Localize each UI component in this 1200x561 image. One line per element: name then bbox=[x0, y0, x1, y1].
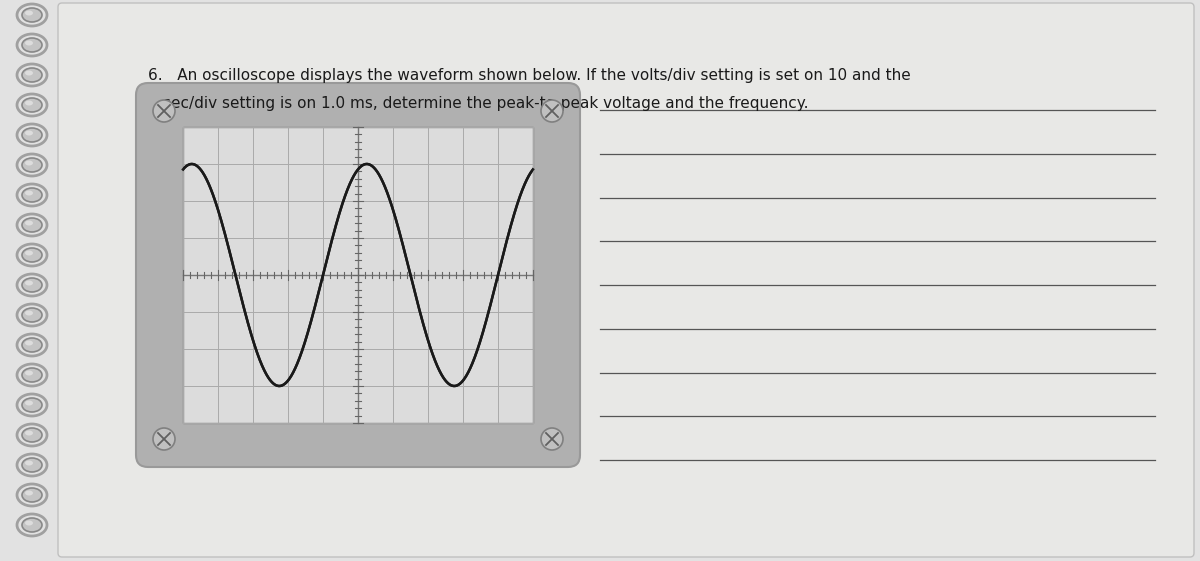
Ellipse shape bbox=[25, 160, 34, 165]
Ellipse shape bbox=[25, 310, 34, 315]
Ellipse shape bbox=[22, 248, 42, 262]
Ellipse shape bbox=[25, 341, 34, 346]
Circle shape bbox=[154, 100, 175, 122]
Ellipse shape bbox=[25, 370, 34, 375]
Circle shape bbox=[541, 100, 563, 122]
Circle shape bbox=[154, 428, 175, 450]
Ellipse shape bbox=[22, 158, 42, 172]
FancyBboxPatch shape bbox=[182, 127, 533, 423]
FancyBboxPatch shape bbox=[58, 3, 1194, 557]
Text: 6.   An oscilloscope displays the waveform shown below. If the volts/div setting: 6. An oscilloscope displays the waveform… bbox=[148, 68, 911, 83]
Ellipse shape bbox=[25, 280, 34, 286]
Ellipse shape bbox=[22, 128, 42, 142]
Ellipse shape bbox=[22, 518, 42, 532]
Ellipse shape bbox=[22, 68, 42, 82]
Ellipse shape bbox=[22, 458, 42, 472]
Ellipse shape bbox=[25, 521, 34, 526]
Ellipse shape bbox=[22, 188, 42, 202]
Ellipse shape bbox=[22, 428, 42, 442]
Text: sec/div setting is on 1.0 ms, determine the peak-to-peak voltage and the frequen: sec/div setting is on 1.0 ms, determine … bbox=[163, 96, 809, 111]
Ellipse shape bbox=[22, 218, 42, 232]
Ellipse shape bbox=[22, 368, 42, 382]
Ellipse shape bbox=[22, 398, 42, 412]
Ellipse shape bbox=[25, 131, 34, 136]
Ellipse shape bbox=[25, 461, 34, 466]
Ellipse shape bbox=[22, 278, 42, 292]
Ellipse shape bbox=[22, 338, 42, 352]
Ellipse shape bbox=[25, 401, 34, 406]
Ellipse shape bbox=[22, 308, 42, 322]
Ellipse shape bbox=[22, 98, 42, 112]
Ellipse shape bbox=[22, 8, 42, 22]
Circle shape bbox=[541, 428, 563, 450]
Ellipse shape bbox=[25, 220, 34, 226]
Ellipse shape bbox=[25, 100, 34, 105]
Ellipse shape bbox=[25, 430, 34, 435]
Ellipse shape bbox=[25, 11, 34, 16]
Ellipse shape bbox=[22, 38, 42, 52]
Ellipse shape bbox=[25, 490, 34, 495]
Ellipse shape bbox=[22, 488, 42, 502]
Ellipse shape bbox=[25, 71, 34, 76]
FancyBboxPatch shape bbox=[136, 83, 580, 467]
Ellipse shape bbox=[25, 191, 34, 195]
Ellipse shape bbox=[25, 251, 34, 255]
Ellipse shape bbox=[25, 40, 34, 45]
